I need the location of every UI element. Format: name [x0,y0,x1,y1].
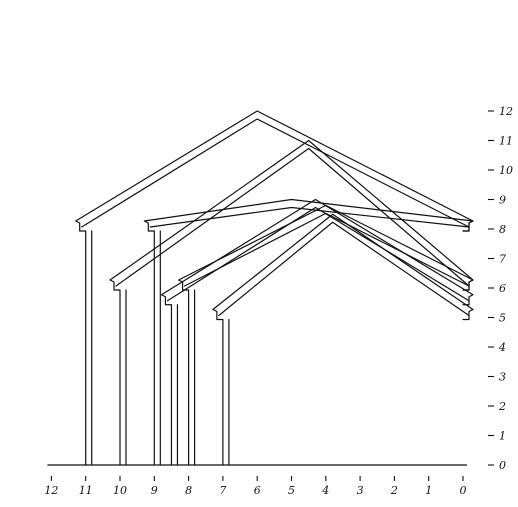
x-tick-label: 2 [390,484,398,497]
x-tick-label: 9 [151,484,158,497]
x-tick-label: 6 [254,484,261,497]
x-tick-label: 8 [185,484,192,497]
y-tick-label: 4 [498,341,506,354]
house-outline-1-inner-roof [81,118,470,228]
x-tick-label: 7 [219,484,226,497]
x-tick-label: 11 [79,484,93,497]
x-tick-label: 0 [460,484,467,497]
y-tick-label: 1 [499,430,506,443]
houses-layer [75,110,474,466]
y-tick-label: 10 [499,164,513,177]
y-tick-label: 5 [499,312,506,325]
house-outline-2-inner-roof [115,147,470,287]
house-outline-5-inner-roof [184,212,470,287]
y-tick-label: 0 [499,459,506,472]
house-outline-6-inner-roof [218,221,470,317]
house-outline-3 [143,198,474,466]
house-outline-2 [109,139,474,466]
y-tick-label: 8 [499,223,506,236]
y-tick-label: 7 [499,253,506,266]
y-tick-label: 3 [499,371,506,384]
house-outline-3-inner-roof [149,206,470,228]
x-axis: 12 11 10 9 8 7 6 5 4 3 2 1 0 [44,464,467,497]
x-tick-label: 3 [357,484,364,497]
x-tick-label: 5 [288,484,295,497]
x-tick-label: 1 [425,484,432,497]
x-tick-label: 10 [113,484,127,497]
x-tick-label: 4 [321,484,329,497]
y-tick-label: 9 [499,194,506,207]
y-tick-label: 11 [499,135,513,148]
house-outline-4 [160,198,474,466]
x-tick-label: 12 [44,484,58,497]
y-tick-label: 12 [499,105,513,118]
y-tick-label: 2 [498,400,506,413]
y-tick-label: 6 [499,282,506,295]
